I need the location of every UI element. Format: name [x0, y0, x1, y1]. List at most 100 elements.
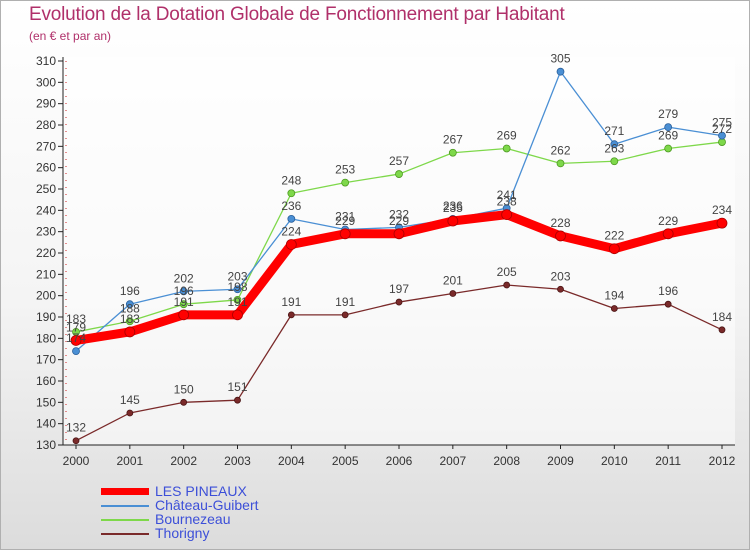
x-tick-label: 2003 [224, 454, 251, 468]
data-label: 191 [335, 295, 355, 309]
y-tick-label: 130 [36, 438, 56, 452]
x-tick-label: 2001 [116, 454, 143, 468]
data-point [448, 148, 457, 157]
data-label: 194 [604, 288, 624, 302]
data-point [664, 144, 673, 153]
data-point [339, 228, 351, 240]
data-point [718, 326, 726, 334]
data-point [555, 230, 566, 242]
data-point [395, 298, 403, 306]
y-tick-label: 180 [36, 331, 56, 345]
legend-swatch [101, 505, 149, 507]
x-tick-label: 2007 [439, 454, 466, 468]
data-label: 272 [712, 122, 732, 136]
legend-swatch [101, 488, 149, 495]
y-tick-label: 300 [36, 75, 56, 89]
data-point [662, 228, 674, 240]
data-label: 257 [389, 154, 409, 168]
data-label: 267 [443, 133, 463, 147]
data-label: 235 [443, 201, 463, 215]
plot-area [63, 57, 735, 445]
y-tick-label: 160 [36, 374, 56, 388]
y-tick-label: 280 [36, 118, 56, 132]
data-point [341, 311, 349, 319]
data-point [179, 300, 188, 309]
data-point [72, 347, 80, 356]
legend-swatch [101, 533, 149, 535]
legend-label: Bournezeau [155, 511, 231, 527]
data-label: 262 [550, 143, 570, 157]
data-label: 203 [227, 269, 247, 283]
data-label: 145 [120, 393, 140, 407]
data-label: 229 [335, 214, 355, 228]
data-label: 234 [712, 203, 732, 217]
data-label: 238 [497, 195, 517, 209]
data-point [610, 140, 619, 149]
y-tick-label: 210 [36, 267, 56, 281]
y-tick-label: 260 [36, 161, 56, 175]
data-point [232, 309, 243, 321]
y-tick-label: 170 [36, 353, 56, 367]
data-point [716, 217, 728, 229]
data-point [287, 214, 296, 223]
data-label: 263 [604, 141, 624, 155]
data-label: 269 [497, 128, 517, 142]
data-point [502, 144, 511, 153]
data-point [125, 300, 134, 309]
data-point [556, 67, 565, 76]
data-label: 183 [66, 312, 86, 326]
data-point [125, 317, 134, 326]
data-point [447, 215, 459, 227]
x-tick-label: 2004 [278, 454, 305, 468]
data-label: 191 [227, 295, 247, 309]
data-label: 222 [604, 229, 624, 243]
data-point [233, 296, 242, 304]
data-label: 197 [389, 282, 409, 296]
data-point [341, 178, 350, 187]
x-tick-label: 2005 [332, 454, 359, 468]
data-point [610, 305, 618, 312]
data-label: 151 [227, 380, 247, 394]
data-point [610, 157, 619, 166]
data-point [718, 131, 726, 140]
data-point [718, 138, 726, 146]
data-label: 305 [550, 52, 570, 66]
data-label: 275 [712, 116, 732, 130]
data-label: 241 [497, 188, 517, 202]
x-tick-label: 2002 [170, 454, 197, 468]
data-point [501, 209, 513, 221]
data-label: 179 [66, 320, 86, 334]
data-point [126, 409, 134, 417]
data-label: 253 [335, 163, 355, 177]
data-label: 188 [120, 301, 140, 315]
data-point [664, 123, 673, 132]
data-point [72, 437, 80, 445]
data-point [664, 300, 672, 308]
data-label: 229 [389, 214, 409, 228]
data-point [179, 287, 188, 296]
x-tick-label: 2011 [655, 454, 681, 468]
legend-swatch [101, 519, 149, 521]
data-point [449, 290, 457, 297]
x-tick-label: 2008 [493, 454, 520, 468]
data-point [285, 239, 297, 250]
data-label: 228 [550, 216, 570, 230]
data-label: 229 [658, 214, 678, 228]
data-label: 196 [658, 284, 678, 298]
data-point [233, 285, 242, 294]
y-tick-label: 310 [36, 54, 56, 68]
data-label: 198 [227, 280, 247, 294]
data-label: 132 [66, 421, 86, 435]
data-label: 196 [174, 284, 194, 298]
data-label: 232 [389, 207, 409, 221]
data-point [395, 170, 403, 178]
data-label: 183 [120, 312, 140, 326]
x-tick-label: 2010 [601, 454, 628, 468]
chart-title: Evolution de la Dotation Globale de Fonc… [29, 4, 565, 25]
x-tick-label: 2009 [547, 454, 574, 468]
data-label: 205 [497, 265, 517, 279]
data-label: 248 [281, 173, 301, 187]
data-label: 236 [281, 199, 301, 213]
